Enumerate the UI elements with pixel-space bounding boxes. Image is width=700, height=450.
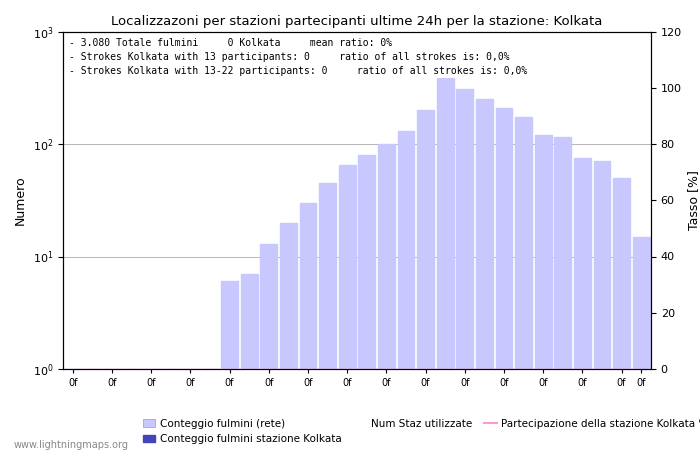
Bar	[554, 137, 571, 450]
Title: Localizzazoni per stazioni partecipanti ultime 24h per la stazione: Kolkata: Localizzazoni per stazioni partecipanti …	[111, 14, 603, 27]
Bar	[358, 155, 375, 450]
Bar	[221, 281, 238, 450]
Y-axis label: Numero: Numero	[14, 176, 27, 225]
Bar	[84, 369, 101, 450]
Bar	[496, 108, 512, 450]
Bar	[162, 369, 179, 450]
Bar	[241, 274, 258, 450]
Bar	[182, 369, 199, 450]
Bar	[574, 158, 591, 450]
Bar	[535, 135, 552, 450]
Bar	[339, 165, 356, 450]
Bar	[398, 131, 414, 450]
Legend: Conteggio fulmini (rete), Conteggio fulmini stazione Kolkata, Num Staz utilizzat: Conteggio fulmini (rete), Conteggio fulm…	[139, 414, 700, 448]
Text: www.lightningmaps.org: www.lightningmaps.org	[14, 440, 129, 450]
Bar	[633, 237, 650, 450]
Bar	[515, 117, 532, 450]
Bar	[476, 99, 493, 450]
Text: - 3.080 Totale fulmini     0 Kolkata     mean ratio: 0%
- Strokes Kolkata with 1: - 3.080 Totale fulmini 0 Kolkata mean ra…	[69, 38, 527, 76]
Bar	[123, 369, 140, 450]
Y-axis label: Tasso [%]: Tasso [%]	[687, 170, 700, 230]
Bar	[613, 178, 630, 450]
Bar	[280, 223, 297, 450]
Bar	[594, 162, 610, 450]
Bar	[417, 110, 434, 450]
Bar	[456, 89, 473, 450]
Bar	[104, 369, 120, 450]
Bar	[319, 183, 336, 450]
Bar	[202, 369, 218, 450]
Bar	[260, 244, 277, 450]
Bar	[378, 144, 395, 450]
Bar	[300, 203, 316, 450]
Bar	[437, 77, 454, 450]
Bar	[64, 369, 81, 450]
Bar	[143, 369, 160, 450]
